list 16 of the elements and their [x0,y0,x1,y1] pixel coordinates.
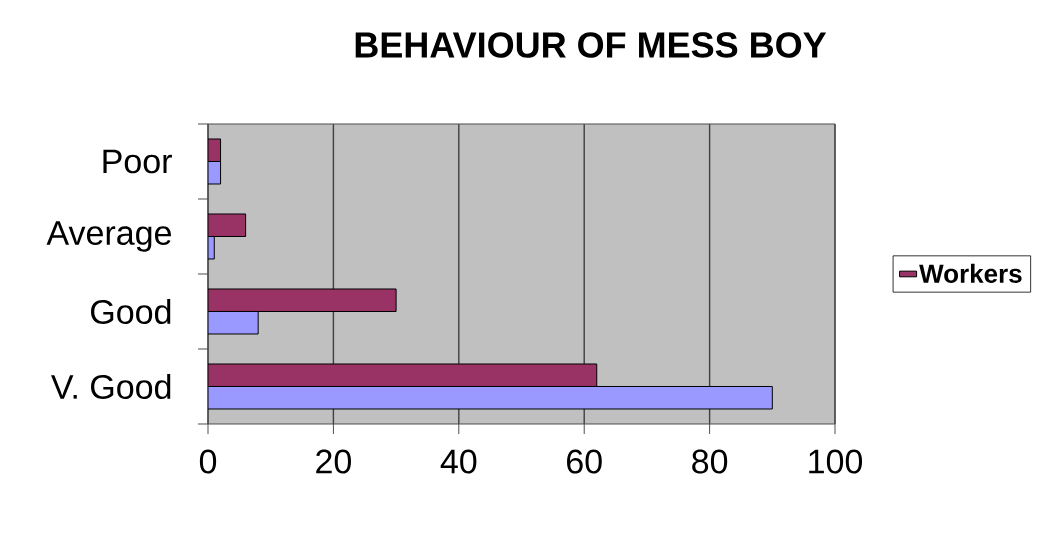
bar [208,363,598,387]
bar [208,310,259,335]
y-tick-label: Good [91,299,171,324]
x-tick-label: 0 [199,449,217,474]
chart-title: BEHAVIOUR OF MESS BOY [355,32,827,58]
y-tick-label: Poor [103,149,172,174]
x-tick-label: 100 [809,449,863,474]
x-tick-label: 60 [567,449,602,474]
x-tick-label: 40 [440,449,477,474]
y-tick-label: Average [46,221,171,252]
legend-label: Workers [919,263,1022,283]
x-tick-label: 80 [692,449,728,474]
bar [208,288,397,312]
bar [208,385,773,410]
x-tick-label: 20 [316,449,351,474]
y-tick-label: V. Good [51,374,171,399]
